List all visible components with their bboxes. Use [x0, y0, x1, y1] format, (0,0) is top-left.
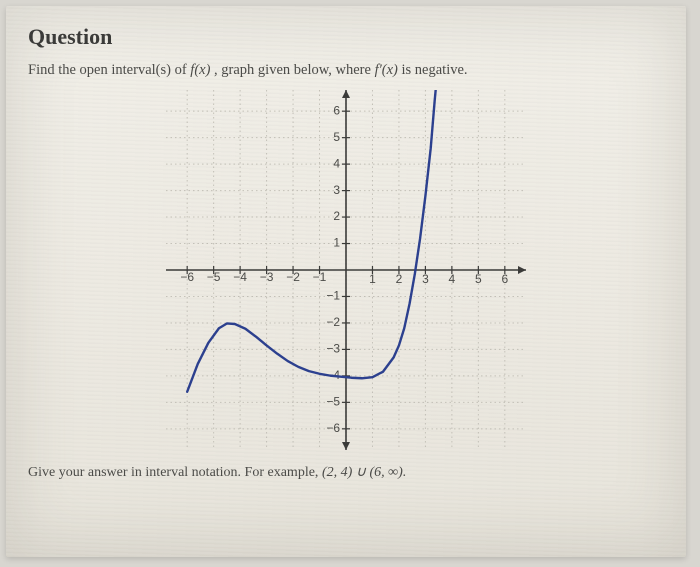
question-card: Question Find the open interval(s) of f(…: [6, 6, 686, 557]
svg-text:2: 2: [333, 209, 340, 223]
svg-text:−4: −4: [233, 270, 247, 284]
question-heading: Question: [28, 24, 664, 50]
question-prompt: Find the open interval(s) of f(x) , grap…: [28, 60, 664, 82]
svg-text:5: 5: [333, 130, 340, 144]
svg-text:3: 3: [333, 183, 340, 197]
svg-text:1: 1: [333, 235, 340, 249]
function-graph: −6−5−4−3−2−1123456−6−5−4−3−2−1123456: [166, 90, 526, 450]
svg-text:6: 6: [333, 103, 340, 117]
svg-text:−1: −1: [326, 288, 340, 302]
prompt-text: Find the open interval(s) of: [28, 62, 190, 78]
svg-text:6: 6: [501, 272, 508, 286]
svg-text:−6: −6: [326, 421, 340, 435]
svg-text:−2: −2: [286, 270, 300, 284]
svg-text:4: 4: [449, 272, 456, 286]
svg-text:−5: −5: [326, 394, 340, 408]
svg-text:−6: −6: [180, 270, 194, 284]
prompt-text: , graph given below, where: [214, 62, 375, 78]
chart-container: −6−5−4−3−2−1123456−6−5−4−3−2−1123456: [28, 90, 664, 450]
math-fprime: f′(x): [375, 62, 398, 78]
svg-text:1: 1: [369, 272, 376, 286]
footer-text: Give your answer in interval notation. F…: [28, 465, 322, 480]
footer-example: (2, 4) ∪ (6, ∞).: [322, 465, 406, 480]
svg-text:−1: −1: [313, 270, 327, 284]
svg-text:5: 5: [475, 272, 482, 286]
math-fx: f(x): [190, 62, 210, 78]
prompt-text: is negative.: [402, 62, 468, 78]
svg-text:−3: −3: [260, 270, 274, 284]
svg-text:2: 2: [396, 272, 403, 286]
svg-text:3: 3: [422, 272, 429, 286]
answer-instruction: Give your answer in interval notation. F…: [28, 464, 664, 481]
svg-text:−2: −2: [326, 315, 340, 329]
svg-text:4: 4: [333, 156, 340, 170]
svg-text:−3: −3: [326, 341, 340, 355]
svg-text:−5: −5: [207, 270, 221, 284]
